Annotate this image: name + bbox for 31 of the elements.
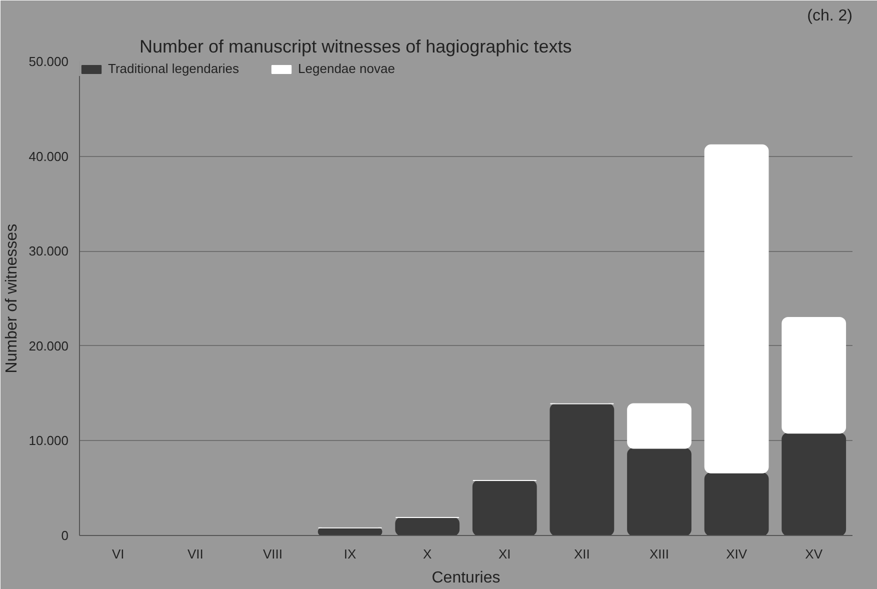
bar <box>550 403 614 536</box>
bar <box>704 144 769 474</box>
y-tick-label: 10.000 <box>28 433 69 448</box>
bar <box>627 448 692 536</box>
y-tick-label: 40.000 <box>28 148 69 164</box>
y-tick-label: 30.000 <box>28 244 69 259</box>
bar <box>704 472 769 536</box>
x-tick-label: IX <box>344 546 357 562</box>
y-tick-label: 0 <box>61 528 69 543</box>
chart-title: Number of manuscript witnesses of hagiographic texts <box>140 36 572 56</box>
x-tick-label: VIII <box>262 546 283 562</box>
x-tick-label: VI <box>112 546 124 562</box>
text: (ch. 2) <box>807 8 852 24</box>
y-axis-title: Number of witnesses <box>4 224 21 374</box>
x-tick-label: VII <box>188 546 204 562</box>
y-tick-label: 50.000 <box>28 54 69 69</box>
x-tick-label: XI <box>498 546 511 562</box>
x-tick-label: XV <box>805 546 823 562</box>
x-tick-label: XIII <box>649 546 670 562</box>
x-tick-label: XII <box>574 546 590 562</box>
x-axis-title: Centuries <box>432 570 500 586</box>
legend-label: Legendae novae <box>298 61 395 76</box>
x-tick-label: XIV <box>726 546 748 562</box>
bar <box>395 516 460 536</box>
y-tick-label: 20.000 <box>28 338 69 354</box>
x-tick-label: X <box>423 546 432 562</box>
legend-label: Traditional legendaries <box>108 61 240 76</box>
bar <box>782 316 846 434</box>
bar <box>472 480 537 536</box>
bar <box>782 432 846 536</box>
bar <box>627 403 692 449</box>
